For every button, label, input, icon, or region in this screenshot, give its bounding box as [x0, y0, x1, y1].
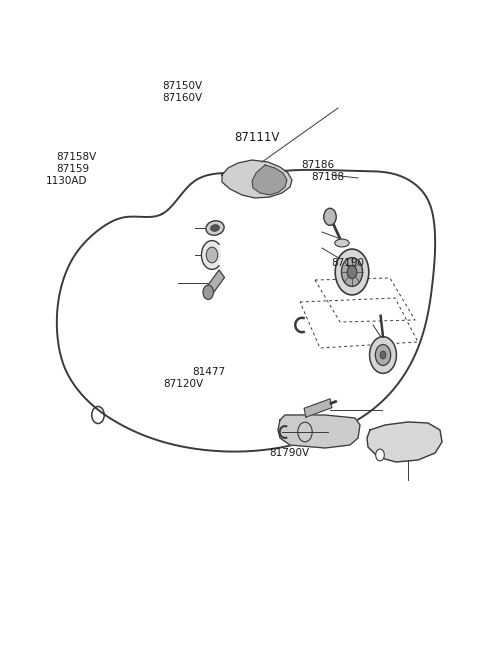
Circle shape [335, 249, 369, 295]
Text: 81790V: 81790V [269, 448, 309, 458]
Ellipse shape [211, 225, 219, 231]
Polygon shape [252, 165, 287, 195]
Circle shape [375, 345, 391, 365]
Polygon shape [367, 422, 442, 462]
Ellipse shape [206, 221, 224, 235]
Circle shape [324, 208, 336, 225]
Circle shape [380, 351, 386, 359]
Polygon shape [278, 415, 360, 448]
Circle shape [347, 265, 357, 278]
Text: 87190: 87190 [331, 258, 364, 269]
Text: 87111V: 87111V [234, 131, 280, 144]
Polygon shape [205, 270, 225, 296]
Circle shape [341, 257, 362, 286]
Circle shape [203, 285, 214, 299]
Text: 87158V: 87158V [57, 152, 97, 162]
Text: 87150V: 87150V [162, 81, 203, 92]
Text: 87120V: 87120V [163, 379, 204, 390]
Text: 87186: 87186 [301, 160, 335, 170]
Circle shape [376, 449, 384, 461]
Polygon shape [304, 399, 332, 417]
Polygon shape [222, 160, 292, 198]
Text: 87188: 87188 [311, 172, 344, 182]
Text: 81477: 81477 [192, 367, 225, 377]
Circle shape [206, 247, 218, 263]
Ellipse shape [335, 239, 349, 247]
Circle shape [202, 240, 223, 269]
Text: 87160V: 87160V [162, 93, 203, 103]
Circle shape [370, 337, 396, 373]
Text: 1130AD: 1130AD [46, 176, 87, 186]
Text: 87159: 87159 [57, 164, 90, 174]
